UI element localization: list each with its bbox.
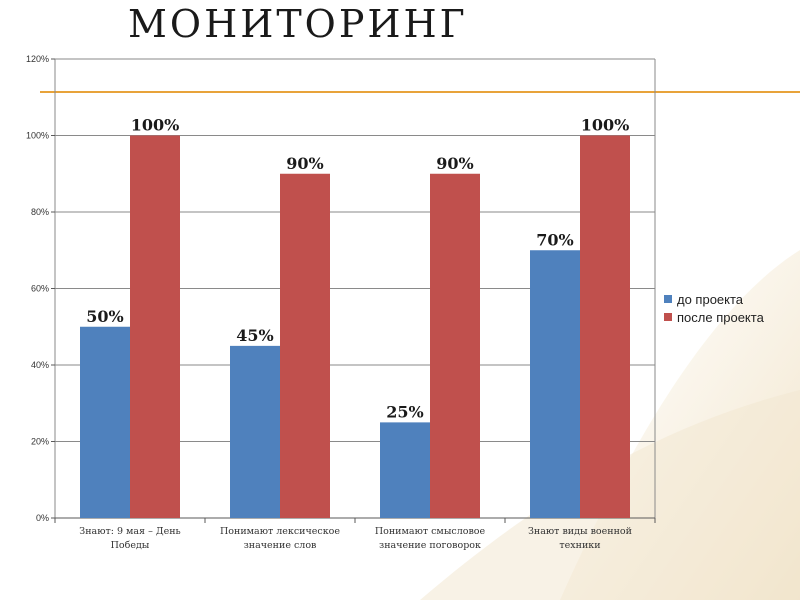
bar-after (580, 135, 630, 518)
bar-before (230, 345, 280, 518)
data-label: 45% (236, 326, 273, 345)
y-tick-label: 120% (26, 54, 49, 64)
y-tick-label: 0% (36, 513, 49, 523)
y-tick-label: 40% (31, 360, 49, 370)
x-category-label: Знают виды военной (528, 526, 632, 537)
legend-item-after: после проекта (664, 308, 764, 326)
x-category-label: Знают: 9 мая – День (79, 526, 180, 537)
data-label: 90% (436, 154, 473, 173)
data-label: 25% (386, 402, 423, 421)
x-category-label: значение слов (244, 540, 317, 551)
legend-swatch-after (664, 313, 672, 321)
x-category-label: значение поговорок (379, 540, 481, 551)
slide-title: МОНИТОРИНГ (128, 2, 468, 46)
y-tick-label: 20% (31, 437, 49, 447)
y-tick-label: 60% (31, 284, 49, 294)
data-label: 100% (131, 116, 180, 135)
legend-label-after: после проекта (677, 309, 764, 325)
legend-label-before: до проекта (677, 291, 744, 307)
data-label: 50% (86, 307, 123, 326)
legend-item-before: до проекта (664, 290, 764, 308)
bar-before (530, 250, 580, 518)
y-tick-label: 80% (31, 207, 49, 217)
chart-legend: до проекта после проекта (664, 290, 764, 326)
data-label: 70% (536, 230, 573, 249)
bar-after (280, 173, 330, 518)
bar-after (430, 173, 480, 518)
bar-before (80, 326, 130, 518)
bar-after (130, 135, 180, 518)
x-category-label: Понимают лексическое (220, 526, 340, 537)
x-category-label: Понимают смысловое (375, 526, 486, 537)
legend-swatch-before (664, 295, 672, 303)
bar-before (380, 422, 430, 518)
accent-divider-line (40, 91, 800, 93)
x-category-label: техники (559, 540, 600, 551)
x-category-label: Победы (111, 540, 150, 551)
data-label: 90% (286, 154, 323, 173)
data-label: 100% (581, 116, 630, 135)
y-tick-label: 100% (26, 131, 49, 141)
